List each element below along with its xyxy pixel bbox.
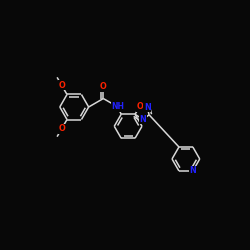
Text: O: O [58,124,65,133]
Text: O: O [136,102,143,111]
Text: NH: NH [111,102,124,111]
Text: N: N [190,166,196,175]
Text: O: O [58,81,65,90]
Text: N: N [144,102,150,112]
Text: N: N [140,115,146,124]
Text: O: O [100,82,107,91]
